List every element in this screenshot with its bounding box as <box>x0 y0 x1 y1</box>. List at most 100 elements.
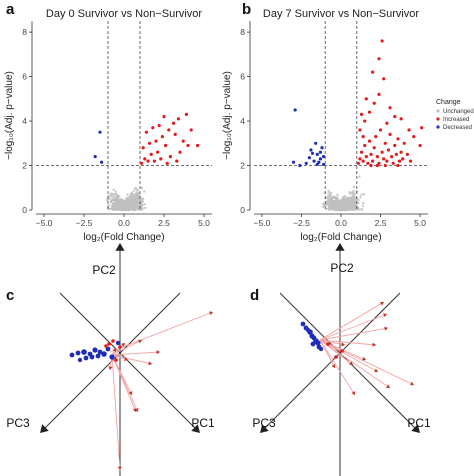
unchanged-point <box>137 196 140 200</box>
increased-point <box>364 97 368 101</box>
unchanged-point <box>351 195 354 199</box>
arrow-head <box>410 381 414 386</box>
unchanged-point <box>135 198 138 201</box>
unchanged-point <box>339 201 343 205</box>
y-tick-label: 4 <box>22 116 27 126</box>
unchanged-point <box>349 197 352 200</box>
increased-point <box>391 161 395 165</box>
arrow-head <box>132 408 137 412</box>
unchanged-point <box>332 196 335 199</box>
arrow-head <box>209 311 213 316</box>
unchanged-point <box>140 204 143 207</box>
unchanged-point <box>359 196 362 199</box>
unchanged-point <box>330 197 334 200</box>
unchanged-point <box>112 193 115 196</box>
unchanged-point <box>114 190 118 193</box>
increased-point <box>383 141 387 145</box>
arrow-head <box>117 466 122 470</box>
unchanged-point <box>337 200 341 203</box>
unchanged-point <box>362 193 366 196</box>
unchanged-point <box>336 196 339 200</box>
increased-point <box>151 126 155 130</box>
loading-arrow <box>319 339 415 386</box>
unchanged-point <box>115 195 118 198</box>
unchanged-point <box>125 205 128 209</box>
loading-arrow <box>319 339 354 366</box>
axes-b: −5.0 −2.5 0.0 2.5 5.0 0 2 4 6 8 <box>240 21 428 228</box>
unchanged-point <box>360 193 363 196</box>
arrow-head <box>411 424 420 433</box>
sample-point-blue <box>318 346 324 352</box>
sample-point-blue <box>97 349 103 355</box>
sample-point-blue <box>300 321 306 327</box>
y-axis-label-b: −log₁₀(Adj. p−value) <box>222 71 233 160</box>
decreased-point <box>322 155 326 159</box>
unchanged-point <box>327 189 330 193</box>
increased-point <box>186 143 190 148</box>
unchanged-point <box>336 193 339 197</box>
increased-point <box>382 157 386 161</box>
increased-point <box>407 128 411 132</box>
unchanged-point <box>358 175 361 178</box>
increased-point <box>359 112 364 116</box>
pca-points-d <box>300 321 344 359</box>
increased-point <box>167 128 171 132</box>
unchanged-point <box>118 208 121 212</box>
arrow-head <box>372 342 376 347</box>
unchanged-point <box>128 199 131 202</box>
unchanged-point <box>352 185 356 189</box>
legend-swatch <box>436 109 440 113</box>
sample-point-red <box>334 355 338 359</box>
arrow-head <box>134 408 139 412</box>
legend-entries: Unchanged Increased Decreased <box>436 109 474 131</box>
volcano-plot-day0: Day 0 Survivor vs Non−Survivor −5.0 −2.5 0… <box>4 8 212 243</box>
unchanged-point <box>125 201 128 204</box>
increased-point <box>380 150 384 154</box>
x-tick-label: 5.0 <box>414 218 426 228</box>
increased-point <box>377 92 381 96</box>
unchanged-point <box>335 207 339 210</box>
unchanged-point <box>112 188 115 192</box>
decreased-point <box>307 156 311 160</box>
panel-label-b: b <box>242 1 251 18</box>
x-axis-label-a: log₂(Fold Change) <box>83 232 164 243</box>
arrow-head <box>115 243 125 251</box>
sample-point-red <box>107 342 111 346</box>
unchanged-point <box>120 202 123 205</box>
increased-point <box>363 143 367 148</box>
arrow-head <box>40 424 49 433</box>
increased-point <box>383 163 387 168</box>
sample-point-blue <box>105 346 111 352</box>
unchanged-point <box>133 189 136 192</box>
arrow-head <box>374 368 378 373</box>
sample-point-red <box>340 349 344 353</box>
increased-point <box>176 117 180 121</box>
increased-point <box>382 77 386 81</box>
sample-point-red <box>326 342 330 346</box>
unchanged-point <box>137 208 141 211</box>
unchanged-point <box>137 205 140 209</box>
loading-arrow <box>111 354 121 471</box>
sample-point-blue <box>81 349 87 355</box>
panel-label-d: d <box>250 287 259 304</box>
increased-point <box>371 159 375 163</box>
arrow-head <box>384 326 388 331</box>
increased-point <box>165 161 169 165</box>
unchanged-point <box>350 207 353 210</box>
decreased-point <box>98 130 102 134</box>
unchanged-point <box>344 199 347 202</box>
chart-title-a: Day 0 Survivor vs Non−Survivor <box>46 8 203 20</box>
decreased-point <box>291 160 296 164</box>
sample-point-blue <box>101 351 107 357</box>
decreased-point <box>100 160 104 164</box>
unchanged-point <box>347 206 350 209</box>
increased-point <box>141 146 145 150</box>
increased-point <box>366 161 370 165</box>
pc3-axis <box>261 292 401 432</box>
increased-point <box>196 143 200 148</box>
unchanged-point <box>112 195 115 198</box>
arrow-head <box>351 391 355 395</box>
y-tick-label: 0 <box>22 205 27 215</box>
pca-3d-plot-c: PC2 PC3 PC1 <box>6 243 215 476</box>
decreased-point <box>312 159 316 163</box>
